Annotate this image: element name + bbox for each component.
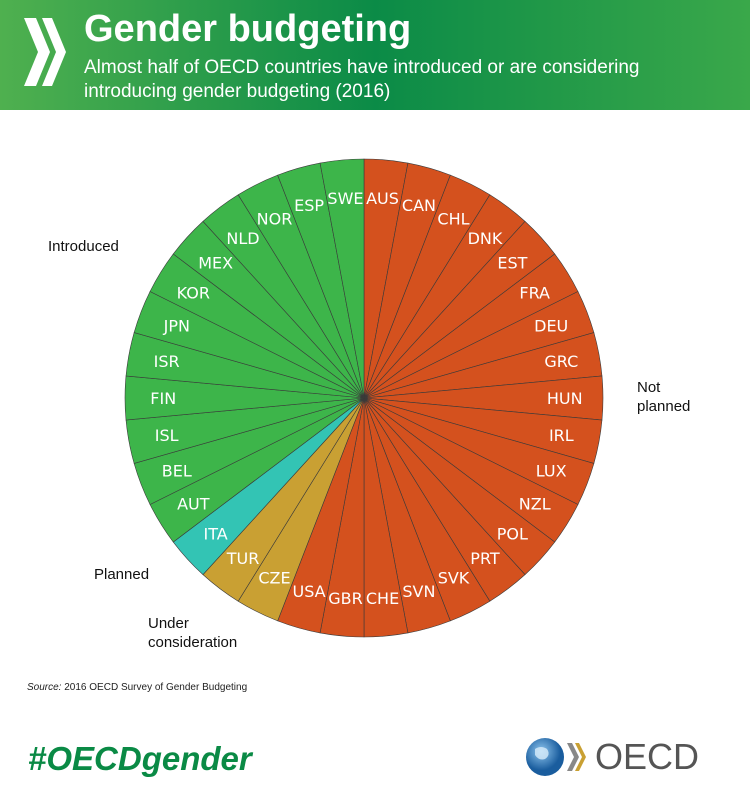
slice-label-chl: CHL <box>437 209 469 228</box>
slice-label-kor: KOR <box>177 283 210 302</box>
slice-label-ita: ITA <box>204 524 228 543</box>
slice-label-nld: NLD <box>226 229 259 248</box>
pie-slice-swe <box>319 158 365 399</box>
slice-label-cze: CZE <box>258 569 290 588</box>
slice-label-nor: NOR <box>257 209 293 228</box>
slice-label-che: CHE <box>366 589 399 608</box>
globe-icon <box>526 738 586 776</box>
slice-label-dnk: DNK <box>468 229 503 248</box>
slice-label-irl: IRL <box>549 426 574 445</box>
slice-label-hun: HUN <box>547 389 583 408</box>
oecd-chevrons-icon <box>24 18 66 86</box>
slice-label-mex: MEX <box>198 254 233 273</box>
slice-label-svn: SVN <box>402 582 435 601</box>
slice-label-fin: FIN <box>150 389 176 408</box>
slice-label-est: EST <box>497 254 527 273</box>
slice-label-isr: ISR <box>154 352 180 371</box>
slice-label-aus: AUS <box>366 189 399 208</box>
legend-introduced: Introduced <box>48 238 119 255</box>
slice-label-gbr: GBR <box>328 589 363 608</box>
slice-label-esp: ESP <box>294 196 324 215</box>
slice-label-usa: USA <box>293 582 326 601</box>
legend-under-consideration: Under consideration <box>148 615 238 651</box>
slice-label-grc: GRC <box>544 352 578 371</box>
source-note: Source: 2016 OECD Survey of Gender Budge… <box>27 682 248 693</box>
page-subtitle: Almost half of OECD countries have intro… <box>84 57 640 102</box>
slice-label-jpn: JPN <box>163 316 190 335</box>
slice-label-bel: BEL <box>162 462 192 481</box>
slice-label-aut: AUT <box>177 495 210 514</box>
slice-label-swe: SWE <box>327 189 363 208</box>
slice-label-can: CAN <box>402 196 436 215</box>
page-title: Gender budgeting <box>84 8 412 50</box>
slice-label-prt: PRT <box>470 549 500 568</box>
slice-label-fra: FRA <box>519 283 550 302</box>
slice-label-tur: TUR <box>226 549 260 568</box>
legend-planned: Planned <box>94 566 150 583</box>
header-banner: Gender budgeting Almost half of OECD cou… <box>0 0 750 110</box>
slice-label-lux: LUX <box>536 462 567 481</box>
slice-label-isl: ISL <box>155 426 179 445</box>
hashtag: #OECDgender <box>28 740 252 777</box>
slice-label-deu: DEU <box>534 316 568 335</box>
oecd-logo: OECD <box>525 735 699 779</box>
slice-label-svk: SVK <box>438 569 470 588</box>
legend-not-planned: Not planned <box>637 379 691 415</box>
slice-label-nzl: NZL <box>519 495 551 514</box>
slice-label-pol: POL <box>497 524 528 543</box>
